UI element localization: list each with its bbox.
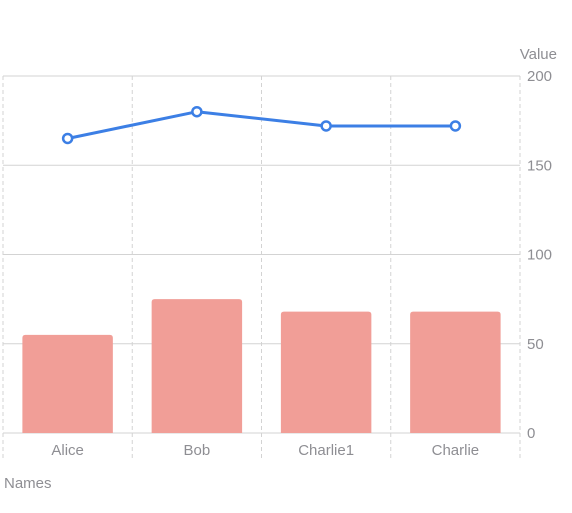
bar bbox=[410, 311, 501, 433]
label-layer: 0 50 100 150 200 Alice Bob Charlie1 Charlie bbox=[51, 68, 552, 459]
x-axis-title: Names bbox=[4, 475, 52, 492]
bar bbox=[280, 311, 372, 433]
line-point bbox=[191, 105, 203, 118]
y-axis-title: Value bbox=[520, 46, 557, 63]
y-tick-label: 0 bbox=[527, 425, 535, 442]
y-tick-label: 100 bbox=[527, 247, 552, 264]
y-tick-label: 50 bbox=[527, 336, 544, 353]
bar-layer bbox=[22, 299, 501, 433]
line-point bbox=[320, 120, 332, 132]
x-tick-label: Bob bbox=[184, 442, 211, 459]
x-tick-label: Charlie bbox=[432, 442, 480, 459]
line-point bbox=[61, 132, 74, 145]
x-tick-label: Charlie1 bbox=[298, 442, 354, 459]
y-tick-label: 150 bbox=[527, 157, 552, 174]
line-point bbox=[449, 120, 462, 132]
series-line bbox=[66, 110, 457, 140]
x-tick-label: Alice bbox=[51, 442, 84, 459]
bar bbox=[22, 334, 113, 433]
bar bbox=[151, 299, 243, 433]
line-layer bbox=[61, 105, 462, 145]
y-tick-label: 200 bbox=[527, 68, 552, 85]
